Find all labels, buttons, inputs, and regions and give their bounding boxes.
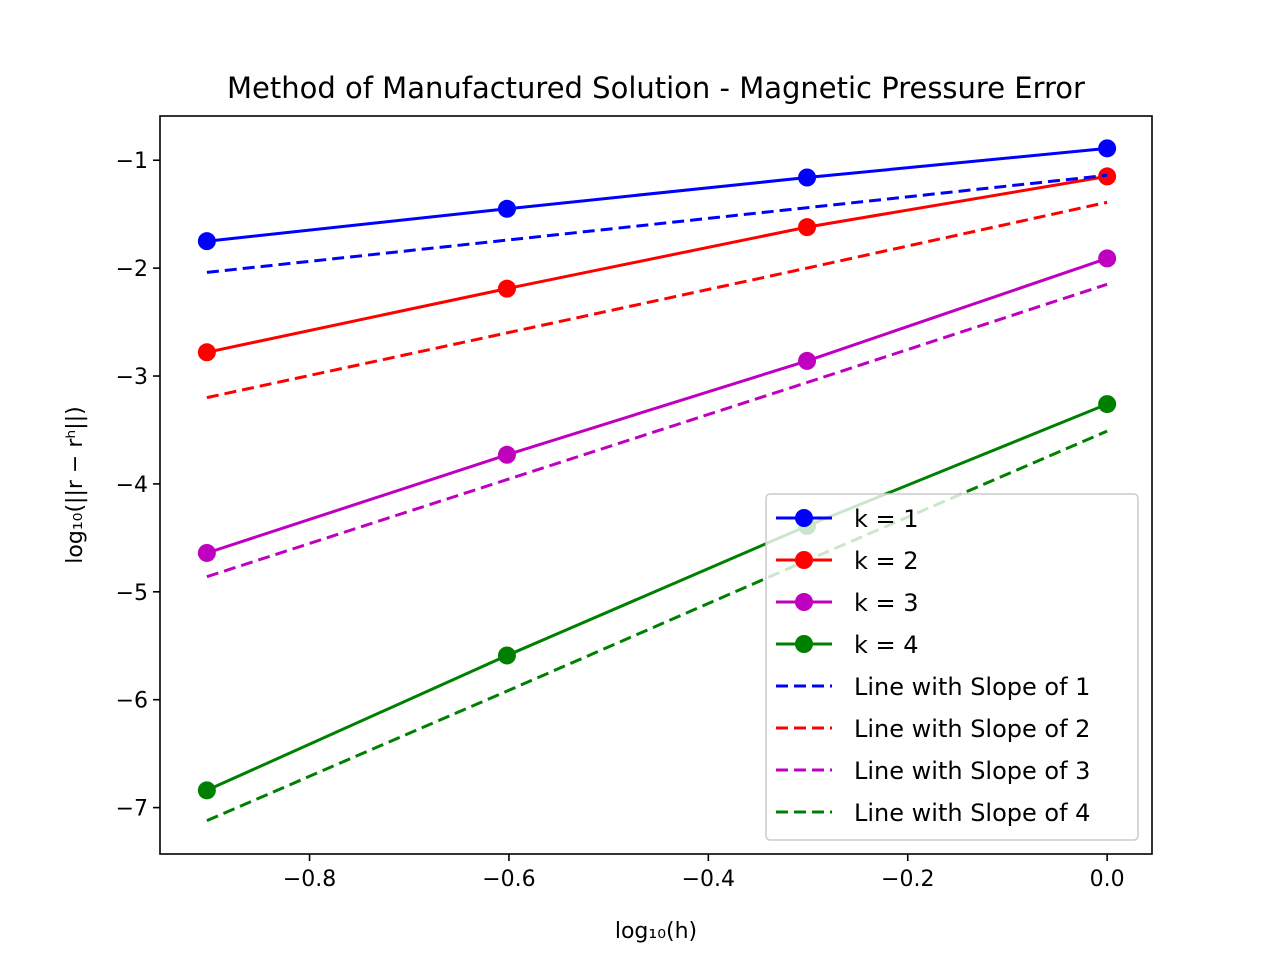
data-point-k-4 [497,646,516,665]
legend-marker-k-3 [795,593,813,611]
data-point-k-2 [798,218,817,237]
data-point-k-1 [1098,139,1117,158]
x-tick-label: 0.0 [1090,867,1125,892]
y-tick-label: −3 [116,365,148,390]
legend: k = 1 k = 2 k = 3 k = 4 Line with Slope of 1… [765,493,1139,841]
x-tick-label: −0.8 [283,867,336,892]
chart-title: Method of Manufactured Solution - Magnet… [227,71,1085,105]
data-point-k-1 [197,232,216,251]
legend-label-k-2: k = 2 [854,547,919,575]
data-point-k-3 [798,351,817,370]
legend-label-line-with-slope-of-3: Line with Slope of 3 [854,757,1090,785]
data-point-k-4 [1098,395,1117,414]
legend-label-line-with-slope-of-1: Line with Slope of 1 [854,673,1090,701]
series-line-line-with-slope-of-3 [206,282,1108,579]
legend-label-k-1: k = 1 [854,505,919,533]
series-line-line-with-slope-of-2 [206,200,1108,400]
legend-marker-k-2 [795,551,813,569]
data-point-k-3 [197,543,216,562]
data-point-k-1 [798,168,817,187]
y-tick-label: −4 [116,473,148,498]
legend-label-line-with-slope-of-4: Line with Slope of 4 [854,799,1090,827]
y-tick-label: −6 [116,689,148,714]
legend-marker-k-4 [795,635,813,653]
data-point-k-2 [197,343,216,362]
data-point-k-3 [1098,249,1117,268]
x-tick-label: −0.6 [482,867,535,892]
data-point-k-2 [497,279,516,298]
y-tick-label: −7 [116,797,148,822]
series-line-k-2 [206,174,1108,354]
legend-marker-k-1 [795,509,813,527]
data-point-k-4 [197,781,216,800]
y-axis-label: log₁₀(||r − rʰ||) [63,406,88,563]
legend-label-line-with-slope-of-2: Line with Slope of 2 [854,715,1090,743]
legend-box [765,493,1139,841]
x-tick-label: −0.4 [682,867,735,892]
y-tick-label: −5 [116,581,148,606]
x-tick-label: −0.2 [881,867,934,892]
series-line-k-1 [206,146,1108,243]
axis-ticks: −0.8 −0.6 −0.4 −0.2 0.0 −7 −6 −5 −4 −3 −2 −1 [116,149,1125,892]
data-point-k-1 [497,199,516,218]
series-line-k-3 [206,256,1108,555]
data-point-k-3 [497,445,516,464]
series-layer [197,139,1117,822]
series-line-k-4 [206,402,1108,792]
y-tick-label: −1 [116,149,148,174]
legend-label-k-4: k = 4 [854,631,919,659]
series-line-line-with-slope-of-1 [206,173,1108,274]
x-axis-label: log₁₀(h) [615,919,697,944]
legend-label-k-3: k = 3 [854,589,919,617]
y-tick-label: −2 [116,257,148,282]
